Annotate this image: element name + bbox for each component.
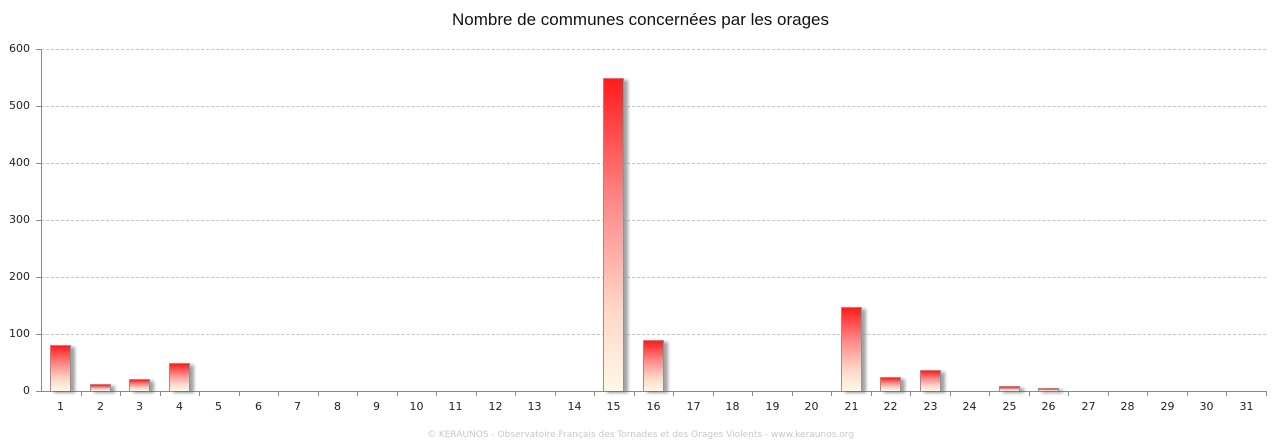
x-tick-label: 20 [804, 400, 819, 413]
x-tick-label: 7 [294, 400, 301, 413]
gridline [41, 49, 1266, 50]
x-tick-mark [752, 391, 753, 396]
x-tick-label: 6 [255, 400, 262, 413]
x-tick-mark [673, 391, 674, 396]
x-tick-label: 24 [962, 400, 977, 413]
x-tick-label: 8 [334, 400, 341, 413]
x-tick-mark [1029, 391, 1030, 396]
x-tick-mark [910, 391, 911, 396]
x-tick-label: 5 [215, 400, 222, 413]
bar-day-21 [841, 307, 862, 391]
x-tick-mark [594, 391, 595, 396]
y-tick-mark [36, 334, 41, 335]
x-tick-mark [436, 391, 437, 396]
x-tick-mark [239, 391, 240, 396]
bar-day-25 [999, 385, 1020, 391]
y-tick-mark [36, 49, 41, 50]
x-tick-label: 12 [488, 400, 503, 413]
x-tick-label: 26 [1041, 400, 1056, 413]
y-tick-mark [36, 220, 41, 221]
y-tick-label: 300 [9, 213, 30, 226]
x-tick-mark [950, 391, 951, 396]
gridline [41, 163, 1266, 164]
x-tick-label: 30 [1199, 400, 1214, 413]
x-tick-mark [357, 391, 358, 396]
x-tick-mark [397, 391, 398, 396]
x-axis [41, 391, 1266, 392]
bar-day-2 [90, 384, 111, 391]
x-tick-mark [199, 391, 200, 396]
bar-day-26 [1038, 388, 1059, 391]
bar-day-1 [50, 345, 71, 391]
bar-day-23 [920, 370, 941, 391]
x-tick-label: 22 [883, 400, 898, 413]
x-tick-label: 18 [725, 400, 740, 413]
bar-day-22 [880, 376, 901, 391]
x-tick-label: 3 [136, 400, 143, 413]
y-tick-label: 200 [9, 270, 30, 283]
bar-day-15 [603, 78, 624, 391]
x-tick-label: 27 [1081, 400, 1096, 413]
x-tick-label: 14 [567, 400, 582, 413]
x-tick-mark [1226, 391, 1227, 396]
gridline [41, 106, 1266, 107]
x-tick-label: 16 [646, 400, 661, 413]
x-tick-mark [1266, 391, 1267, 396]
x-tick-mark [1187, 391, 1188, 396]
y-tick-mark [36, 277, 41, 278]
x-tick-label: 15 [606, 400, 621, 413]
x-tick-mark [1147, 391, 1148, 396]
y-tick-label: 100 [9, 327, 30, 340]
chart-title: Nombre de communes concernées par les or… [451, 10, 830, 29]
x-tick-mark [1108, 391, 1109, 396]
x-tick-mark [160, 391, 161, 396]
bar-day-16 [643, 339, 664, 391]
y-tick-mark [36, 106, 41, 107]
x-tick-mark [713, 391, 714, 396]
x-tick-mark [989, 391, 990, 396]
x-tick-mark [1068, 391, 1069, 396]
x-tick-mark [555, 391, 556, 396]
y-tick-mark [36, 163, 41, 164]
x-tick-label: 1 [57, 400, 64, 413]
x-tick-mark [871, 391, 872, 396]
y-tick-label: 500 [9, 99, 30, 112]
y-tick-label: 600 [9, 42, 30, 55]
x-tick-label: 2 [97, 400, 104, 413]
x-tick-label: 4 [176, 400, 183, 413]
bar-day-4 [169, 363, 190, 391]
y-axis [41, 49, 42, 392]
plot-area [41, 49, 1266, 391]
x-tick-mark [120, 391, 121, 396]
gridline [41, 220, 1266, 221]
x-tick-label: 25 [1002, 400, 1017, 413]
gridline [41, 334, 1266, 335]
x-tick-label: 29 [1160, 400, 1175, 413]
x-tick-mark [318, 391, 319, 396]
y-tick-label: 400 [9, 156, 30, 169]
x-tick-label: 23 [923, 400, 938, 413]
y-tick-mark [36, 391, 41, 392]
x-tick-label: 17 [686, 400, 701, 413]
x-tick-label: 9 [373, 400, 380, 413]
gridline [41, 277, 1266, 278]
bar-day-3 [129, 379, 150, 391]
x-tick-label: 28 [1120, 400, 1135, 413]
x-tick-label: 31 [1239, 400, 1254, 413]
y-tick-label: 0 [23, 384, 30, 397]
x-tick-mark [278, 391, 279, 396]
x-tick-label: 13 [527, 400, 542, 413]
x-tick-label: 21 [844, 400, 859, 413]
x-tick-mark [792, 391, 793, 396]
x-tick-mark [831, 391, 832, 396]
x-tick-mark [515, 391, 516, 396]
x-tick-mark [81, 391, 82, 396]
x-tick-label: 10 [409, 400, 424, 413]
x-tick-label: 11 [448, 400, 463, 413]
copyright-footer: © KERAUNOS - Observatoire Français des T… [426, 430, 855, 440]
x-tick-mark [634, 391, 635, 396]
x-tick-mark [476, 391, 477, 396]
x-tick-label: 19 [765, 400, 780, 413]
